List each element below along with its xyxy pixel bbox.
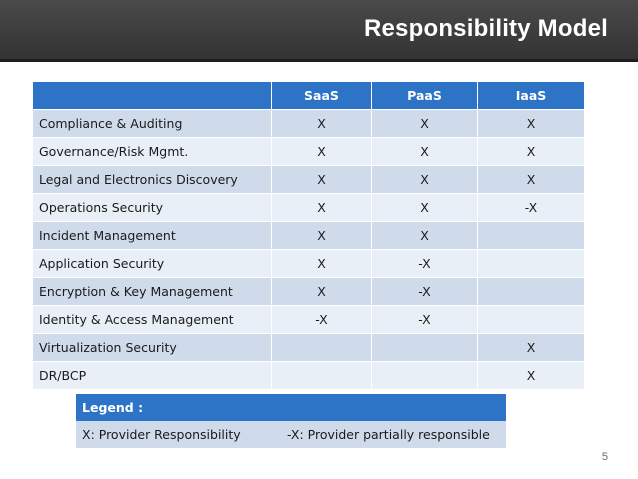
- paas-cell: X: [371, 137, 478, 166]
- saas-cell: X: [271, 165, 372, 194]
- table-header-row: SaaS PaaS IaaS: [32, 81, 585, 110]
- saas-cell: X: [271, 221, 372, 250]
- paas-cell: X: [371, 193, 478, 222]
- saas-cell: X: [271, 109, 372, 138]
- iaas-cell: [477, 221, 585, 250]
- row-label: Governance/Risk Mgmt.: [32, 137, 272, 166]
- iaas-cell: X: [477, 137, 585, 166]
- iaas-cell: [477, 305, 585, 334]
- iaas-cell: X: [477, 361, 585, 390]
- iaas-cell: [477, 249, 585, 278]
- saas-cell: X: [271, 193, 372, 222]
- iaas-cell: X: [477, 109, 585, 138]
- iaas-cell: [477, 277, 585, 306]
- slide-title: Responsibility Model: [363, 15, 608, 42]
- table-row: Identity & Access Management -X -X: [32, 305, 585, 334]
- row-label: Encryption & Key Management: [32, 277, 272, 306]
- table-row: Virtualization Security X: [32, 333, 585, 362]
- row-label: Legal and Electronics Discovery: [32, 165, 272, 194]
- paas-cell: X: [371, 109, 478, 138]
- legend-provider: X: Provider Responsibility: [76, 421, 281, 448]
- header-paas: PaaS: [371, 81, 478, 110]
- iaas-cell: -X: [477, 193, 585, 222]
- paas-cell: [371, 361, 478, 390]
- legend-partial: -X: Provider partially responsible: [281, 421, 506, 448]
- row-label: Virtualization Security: [32, 333, 272, 362]
- title-bar: Responsibility Model: [0, 0, 638, 62]
- paas-cell: [371, 333, 478, 362]
- table-row: Compliance & Auditing X X X: [32, 109, 585, 138]
- table-row: Legal and Electronics Discovery X X X: [32, 165, 585, 194]
- header-blank: [32, 81, 272, 110]
- row-label: Identity & Access Management: [32, 305, 272, 334]
- paas-cell: X: [371, 165, 478, 194]
- row-label: Application Security: [32, 249, 272, 278]
- table-row: Application Security X -X: [32, 249, 585, 278]
- table-row: Encryption & Key Management X -X: [32, 277, 585, 306]
- legend-table: Legend : X: Provider Responsibility -X: …: [76, 394, 506, 448]
- paas-cell: -X: [371, 277, 478, 306]
- saas-cell: -X: [271, 305, 372, 334]
- header-iaas: IaaS: [477, 81, 585, 110]
- row-label: Incident Management: [32, 221, 272, 250]
- saas-cell: [271, 333, 372, 362]
- table-row: Governance/Risk Mgmt. X X X: [32, 137, 585, 166]
- iaas-cell: X: [477, 165, 585, 194]
- table-row: Operations Security X X -X: [32, 193, 585, 222]
- legend-title: Legend :: [76, 394, 506, 421]
- responsibility-table: SaaS PaaS IaaS Compliance & Auditing X X…: [32, 81, 585, 390]
- paas-cell: -X: [371, 305, 478, 334]
- saas-cell: X: [271, 277, 372, 306]
- row-label: Compliance & Auditing: [32, 109, 272, 138]
- row-label: DR/BCP: [32, 361, 272, 390]
- row-label: Operations Security: [32, 193, 272, 222]
- table-row: Incident Management X X: [32, 221, 585, 250]
- header-saas: SaaS: [271, 81, 372, 110]
- paas-cell: X: [371, 221, 478, 250]
- saas-cell: [271, 361, 372, 390]
- iaas-cell: X: [477, 333, 585, 362]
- page-number: 5: [601, 451, 608, 463]
- paas-cell: -X: [371, 249, 478, 278]
- table-row: DR/BCP X: [32, 361, 585, 390]
- saas-cell: X: [271, 137, 372, 166]
- legend-header-row: Legend :: [76, 394, 506, 421]
- saas-cell: X: [271, 249, 372, 278]
- legend-body-row: X: Provider Responsibility -X: Provider …: [76, 421, 506, 448]
